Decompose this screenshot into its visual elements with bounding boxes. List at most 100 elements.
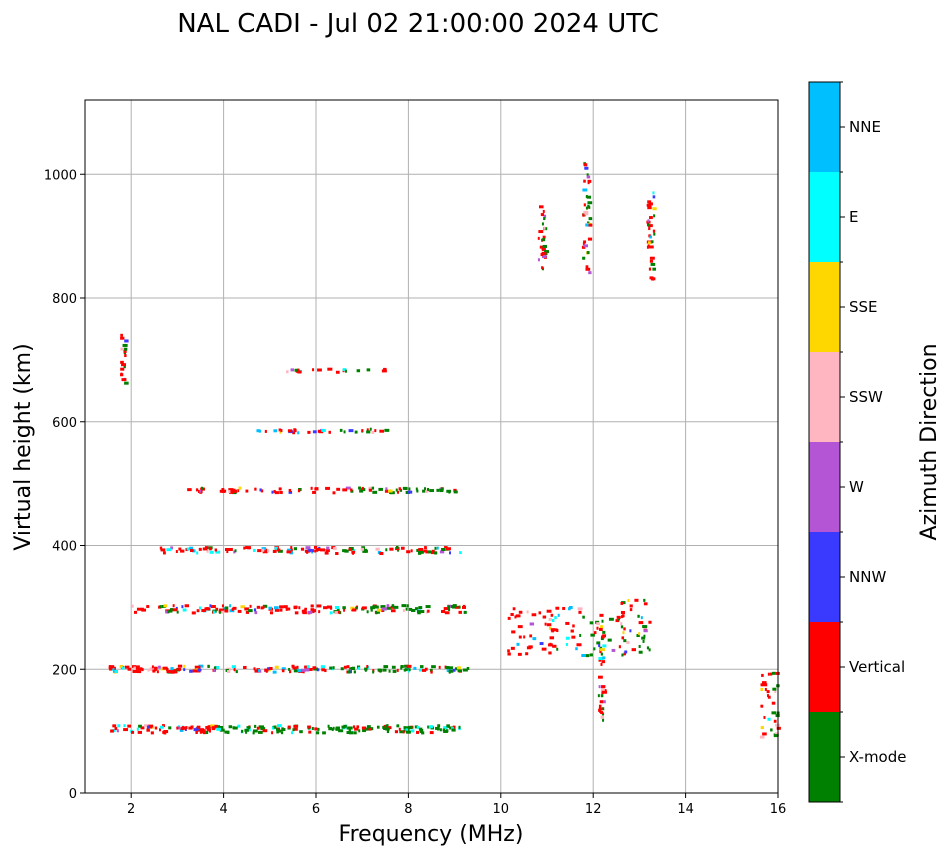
echo-point	[653, 214, 656, 218]
echo-point	[147, 725, 152, 729]
echo-point	[256, 726, 260, 730]
echo-point	[306, 665, 310, 669]
echo-point	[621, 636, 625, 640]
echo-point	[599, 627, 603, 631]
echo-point	[292, 728, 295, 732]
echo-point	[540, 213, 545, 217]
echo-point	[408, 668, 411, 672]
echo-point	[163, 730, 169, 734]
echo-point	[418, 668, 424, 672]
colorbar-segment	[809, 532, 840, 622]
echo-point	[279, 605, 284, 609]
echo-point	[410, 549, 413, 553]
echo-point	[447, 605, 450, 609]
echo-point	[439, 550, 445, 554]
echo-point	[277, 548, 281, 552]
echo-point	[190, 549, 194, 553]
echo-point	[121, 363, 127, 367]
echo-point	[124, 381, 129, 385]
echo-point	[348, 429, 354, 433]
echo-point	[421, 731, 425, 735]
echo-point	[252, 731, 255, 735]
y-tick-label: 400	[52, 540, 77, 555]
echo-point	[556, 647, 559, 651]
echo-point	[281, 669, 285, 673]
echo-point	[454, 667, 458, 671]
echo-point	[353, 670, 356, 674]
echo-point	[354, 430, 358, 434]
echo-point	[773, 734, 779, 738]
echo-point	[586, 251, 590, 255]
echo-point	[342, 368, 347, 372]
echo-point	[324, 551, 329, 555]
echo-point	[197, 668, 202, 672]
echo-point	[649, 259, 654, 263]
echo-point	[316, 604, 322, 608]
echo-point	[601, 635, 605, 639]
echo-point	[320, 548, 325, 552]
echo-point	[312, 368, 315, 372]
echo-point	[771, 671, 776, 675]
echo-point	[611, 648, 616, 652]
echo-point	[583, 203, 586, 207]
echo-point	[453, 488, 457, 492]
echo-point	[202, 547, 208, 551]
echo-point	[237, 724, 241, 728]
echo-point	[136, 607, 142, 611]
echo-point	[191, 611, 196, 615]
echo-point	[199, 728, 205, 732]
echo-point	[602, 690, 608, 694]
echo-point	[351, 550, 356, 554]
echo-point	[526, 610, 529, 614]
echo-point	[541, 247, 546, 251]
echo-point	[119, 665, 123, 669]
echo-point	[146, 727, 149, 731]
echo-point	[636, 634, 640, 638]
echo-point	[762, 732, 767, 736]
x-tick-label: 16	[770, 802, 787, 817]
echo-point	[542, 235, 546, 239]
colorbar-tick-label: W	[849, 478, 864, 496]
echo-point	[647, 223, 650, 227]
y-axis-label: Virtual height (km)	[11, 343, 36, 550]
echo-point	[647, 206, 652, 210]
echo-point	[649, 235, 652, 239]
echo-point	[356, 725, 360, 729]
echo-point	[385, 724, 388, 728]
echo-point	[121, 378, 127, 382]
echo-point	[384, 489, 390, 493]
echo-point	[359, 489, 364, 493]
echo-point	[258, 730, 263, 734]
echo-point	[597, 675, 603, 679]
echo-point	[444, 611, 450, 615]
echo-point	[332, 547, 337, 551]
echo-point	[327, 605, 332, 609]
echo-point	[405, 667, 409, 671]
echo-point	[322, 731, 326, 735]
echo-point	[185, 726, 188, 730]
echo-point	[546, 623, 552, 627]
echo-point	[767, 695, 771, 699]
echo-point	[150, 731, 154, 735]
echo-point	[315, 731, 320, 735]
echo-point	[258, 669, 261, 673]
echo-point	[445, 666, 450, 670]
echo-point	[541, 266, 544, 270]
echo-point	[335, 370, 340, 374]
echo-point	[206, 728, 211, 732]
echo-point	[402, 609, 405, 613]
echo-point	[615, 619, 620, 623]
echo-point	[427, 609, 430, 613]
echo-point	[314, 545, 318, 549]
echo-point	[308, 730, 312, 734]
echo-point	[356, 369, 361, 373]
echo-point	[297, 368, 300, 372]
echo-point	[406, 604, 409, 608]
echo-point	[599, 650, 602, 654]
echo-point	[215, 550, 221, 554]
echo-point	[292, 431, 296, 435]
echo-point	[147, 668, 150, 672]
echo-point	[368, 727, 372, 731]
echo-point	[419, 550, 424, 554]
echo-point	[117, 724, 121, 728]
